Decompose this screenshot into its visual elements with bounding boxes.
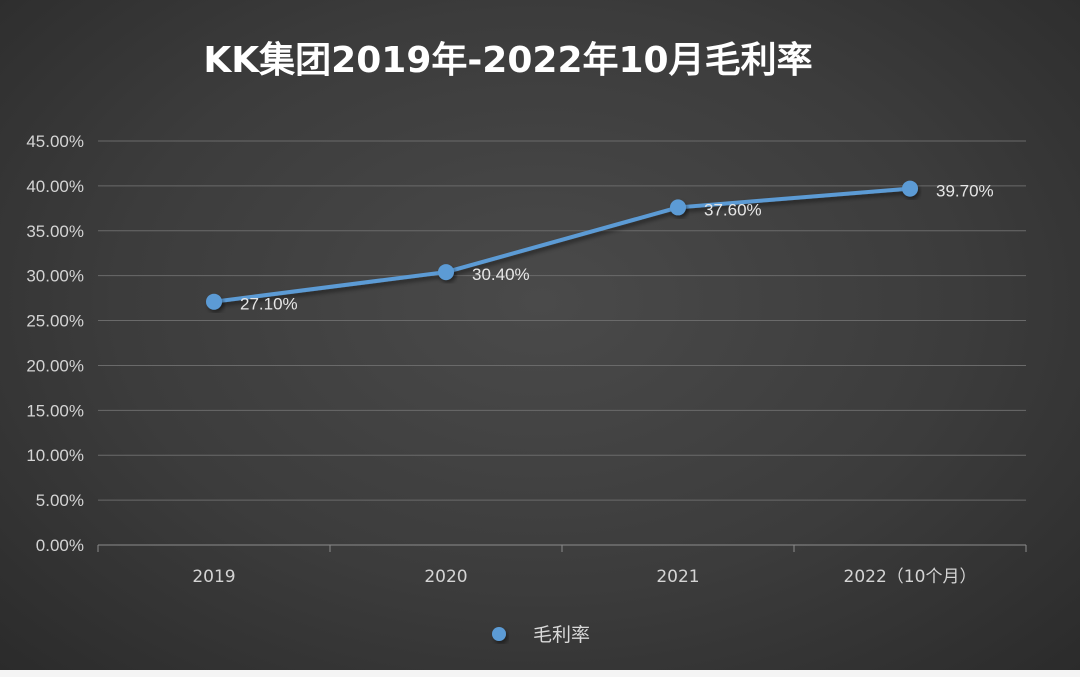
data-point [670,199,686,216]
data-point [902,180,918,197]
y-tick-label: 45.00% [26,132,84,151]
y-tick-label: 40.00% [26,177,84,196]
y-axis-ticks: 0.00% 5.00% 10.00% 15.00% 20.00% 25.00% 30.00%… [26,132,84,555]
y-tick-label: 5.00% [36,491,84,510]
legend-label: 毛利率 [533,624,590,646]
data-label: 30.40% [472,265,530,284]
data-labels: 27.10% 30.40% 37.60% 39.70% [240,182,994,314]
x-tick-label: 2022（10个月） [844,567,977,587]
y-tick-label: 25.00% [26,312,84,331]
data-label: 27.10% [240,295,298,314]
x-tick-label: 2021 [656,567,699,587]
x-tick-label: 2019 [192,567,235,587]
data-label: 37.60% [704,200,762,219]
data-point [438,264,454,281]
legend-swatch-marker [492,627,506,641]
bottom-strip [0,670,1080,677]
y-tick-label: 35.00% [26,222,84,241]
series-lines [206,180,918,310]
y-tick-label: 15.00% [26,401,84,420]
y-tick-label: 10.00% [26,446,84,465]
y-tick-label: 30.00% [26,267,84,286]
data-point [206,293,222,310]
legend: 毛利率 [472,624,590,646]
y-tick-label: 0.00% [36,536,84,555]
series-line [213,186,911,304]
x-tick-label: 2020 [424,567,467,587]
x-axis: 2019 2020 2021 2022（10个月） [97,545,1027,587]
data-label: 39.70% [936,182,994,201]
y-tick-label: 20.00% [26,356,84,375]
chart-title: KK集团2019年-2022年10月毛利率 [203,40,812,81]
gridlines [98,140,1026,546]
